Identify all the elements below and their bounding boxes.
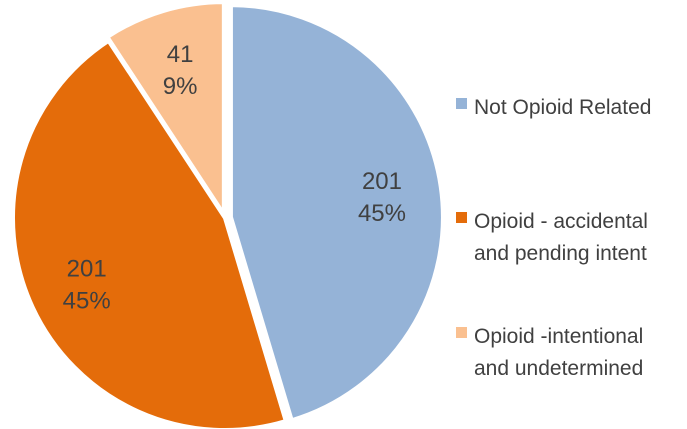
- pie-slices: [11, 0, 445, 429]
- slice-percent-label: 9%: [163, 73, 198, 100]
- legend-swatch: [456, 98, 467, 109]
- legend-label: and pending intent: [474, 242, 647, 265]
- slice-percent-label: 45%: [358, 200, 406, 227]
- pie-slice-1: [228, 3, 445, 423]
- legend-label: and undetermined: [474, 357, 643, 380]
- legend-swatch: [456, 212, 467, 223]
- slice-value-label: 201: [67, 255, 107, 282]
- slice-labels: 201 45% 201 45% 41 9%: [63, 41, 406, 315]
- slice-value-label: 41: [167, 41, 194, 68]
- legend-label: Opioid - accidental: [474, 210, 648, 233]
- legend: Not Opioid Related Opioid - accidental and…: [456, 96, 651, 380]
- legend-label: Not Opioid Related: [474, 96, 651, 119]
- slice-percent-label: 45%: [63, 287, 111, 314]
- pie-slice-3: [105, 0, 226, 217]
- legend-label: Opioid -intentional: [474, 325, 643, 348]
- legend-swatch: [456, 327, 467, 338]
- slice-value-label: 201: [362, 168, 402, 195]
